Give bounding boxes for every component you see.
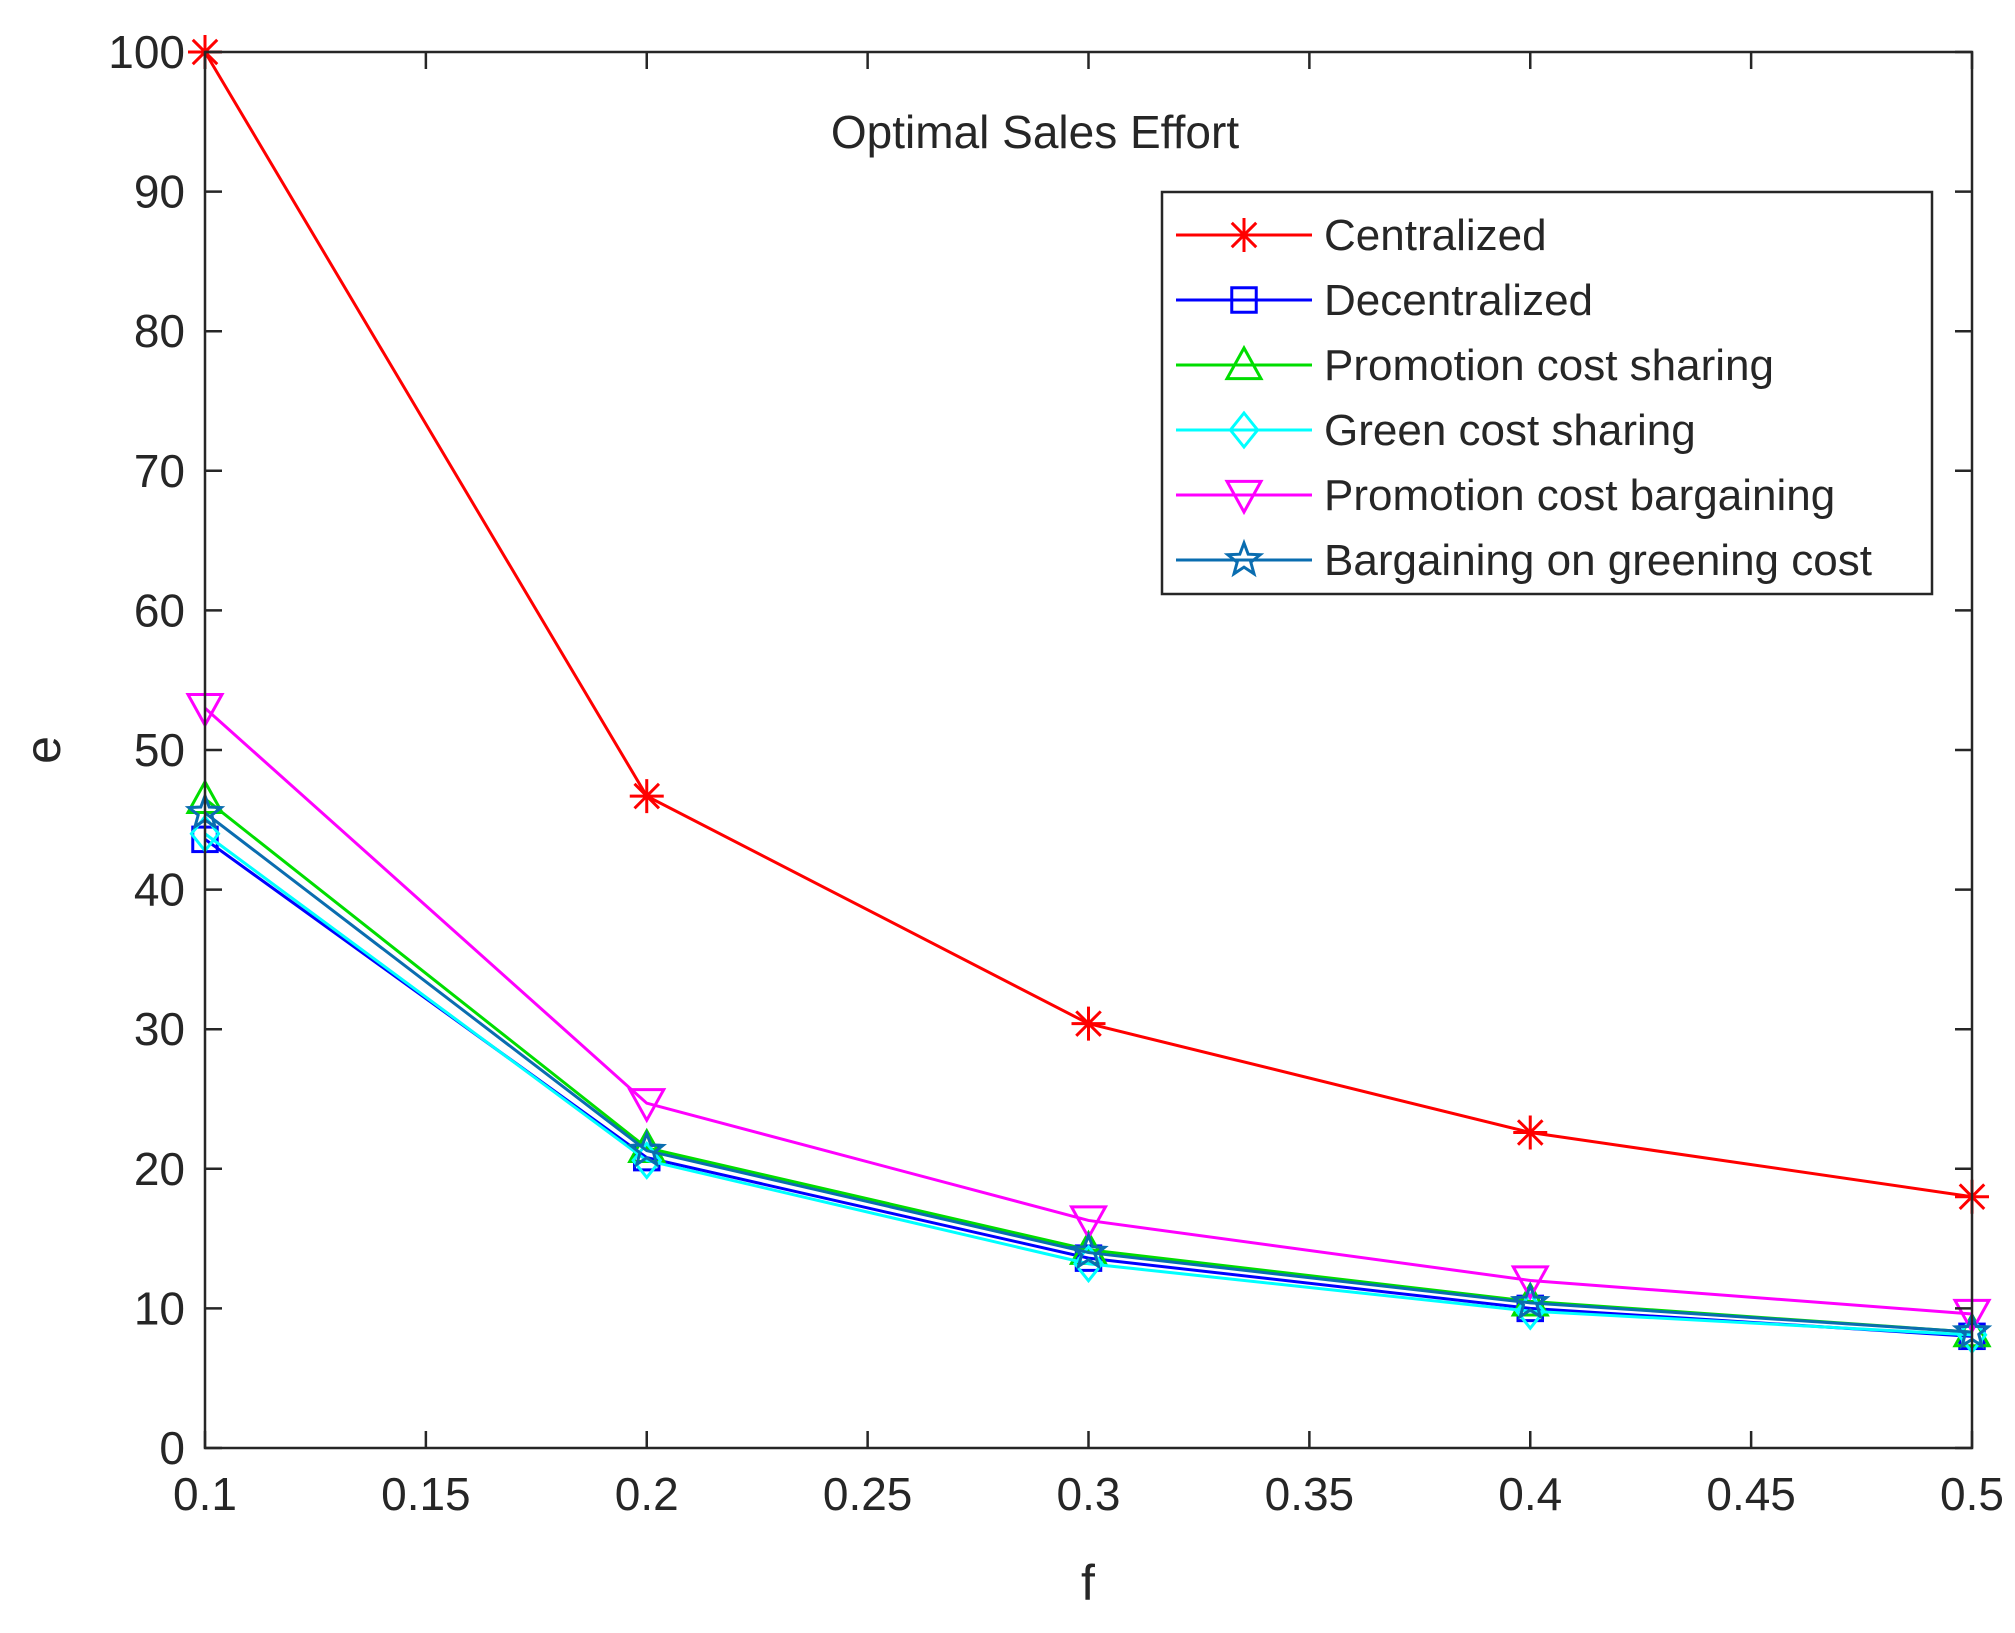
data-point xyxy=(1510,1281,1551,1321)
x-tick-label: 0.25 xyxy=(823,1468,913,1520)
legend-label: Promotion cost bargaining xyxy=(1324,471,1835,520)
x-tick-label: 0.2 xyxy=(615,1468,679,1520)
data-point xyxy=(1510,1281,1550,1317)
x-tick-label: 0.1 xyxy=(173,1468,237,1520)
y-tick-label: 10 xyxy=(134,1282,185,1334)
data-point xyxy=(1514,1291,1546,1331)
legend-marker xyxy=(1227,218,1261,252)
legend-entry: Promotion cost bargaining xyxy=(1176,471,1835,520)
x-tick-label: 0.4 xyxy=(1498,1468,1562,1520)
x-tick-label: 0.5 xyxy=(1940,1468,2004,1520)
data-point xyxy=(1068,1205,1109,1241)
series-line xyxy=(204,707,1973,1316)
legend-label: Decentralized xyxy=(1324,276,1593,325)
y-tick-label: 70 xyxy=(134,445,185,497)
y-tick-label: 20 xyxy=(134,1143,185,1195)
x-tick-label: 0.3 xyxy=(1057,1468,1121,1520)
data-point xyxy=(1513,1115,1548,1150)
legend-entry: Decentralized xyxy=(1176,276,1593,325)
data-point xyxy=(1071,1006,1106,1041)
x-tick-label: 0.15 xyxy=(381,1468,471,1520)
x-tick-label: 0.45 xyxy=(1706,1468,1796,1520)
x-tick-label: 0.35 xyxy=(1265,1468,1355,1520)
series-line xyxy=(204,811,1973,1334)
legend-entry: Centralized xyxy=(1176,211,1547,260)
y-tick-label: 50 xyxy=(134,724,185,776)
chart-title: Optimal Sales Effort xyxy=(831,106,1239,158)
legend-box xyxy=(1160,190,1934,596)
legend-label: Bargaining on greening cost xyxy=(1324,536,1872,585)
series-4 xyxy=(189,814,1988,1355)
data-point xyxy=(1068,1231,1109,1270)
x-axis-label: f xyxy=(1081,1555,1095,1611)
y-tick-label: 40 xyxy=(134,864,185,916)
y-tick-label: 30 xyxy=(134,1003,185,1055)
legend-label: Centralized xyxy=(1324,211,1547,260)
data-point xyxy=(629,779,664,814)
legend-label: Promotion cost sharing xyxy=(1324,341,1774,390)
y-tick-label: 0 xyxy=(159,1422,185,1474)
plot-frame xyxy=(203,50,1974,1450)
series-5 xyxy=(185,693,1992,1335)
legend: Centralized Decentralized Promotion cost s… xyxy=(1160,190,1934,596)
legend-marker xyxy=(1224,344,1264,381)
y-tick-label: 60 xyxy=(134,584,185,636)
y-tick-label: 80 xyxy=(134,305,185,357)
y-tick-label: 90 xyxy=(134,166,185,218)
legend-marker xyxy=(1230,286,1258,314)
legend-label: Green cost sharing xyxy=(1324,406,1696,455)
legend-marker xyxy=(1224,479,1264,516)
legend-entry: Green cost sharing xyxy=(1176,406,1696,455)
data-point xyxy=(631,1141,663,1180)
y-tick-label: 100 xyxy=(108,26,185,78)
data-point xyxy=(626,1129,667,1168)
data-point xyxy=(627,1088,667,1124)
data-point xyxy=(1510,1265,1550,1301)
legend-marker xyxy=(1228,410,1260,450)
legend-entry: Promotion cost sharing xyxy=(1176,341,1774,390)
legend-marker xyxy=(1223,538,1265,578)
legend-entry: Bargaining on greening cost xyxy=(1176,536,1872,585)
y-axis-label: e xyxy=(15,736,71,764)
series-line xyxy=(204,832,1973,1337)
